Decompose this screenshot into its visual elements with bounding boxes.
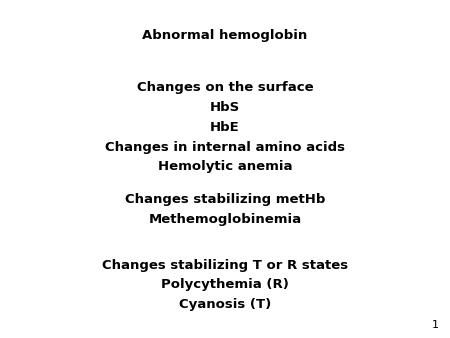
Text: 1: 1: [432, 319, 439, 330]
Text: Hemolytic anemia: Hemolytic anemia: [158, 160, 292, 173]
Text: Changes in internal amino acids: Changes in internal amino acids: [105, 141, 345, 153]
Text: Methemoglobinemia: Methemoglobinemia: [148, 213, 302, 225]
Text: HbS: HbS: [210, 101, 240, 114]
Text: Abnormal hemoglobin: Abnormal hemoglobin: [142, 29, 308, 42]
Text: Cyanosis (T): Cyanosis (T): [179, 298, 271, 311]
Text: HbE: HbE: [210, 121, 240, 134]
Text: Changes on the surface: Changes on the surface: [137, 81, 313, 94]
Text: Changes stabilizing T or R states: Changes stabilizing T or R states: [102, 259, 348, 272]
Text: Changes stabilizing metHb: Changes stabilizing metHb: [125, 193, 325, 206]
Text: Polycythemia (R): Polycythemia (R): [161, 279, 289, 291]
